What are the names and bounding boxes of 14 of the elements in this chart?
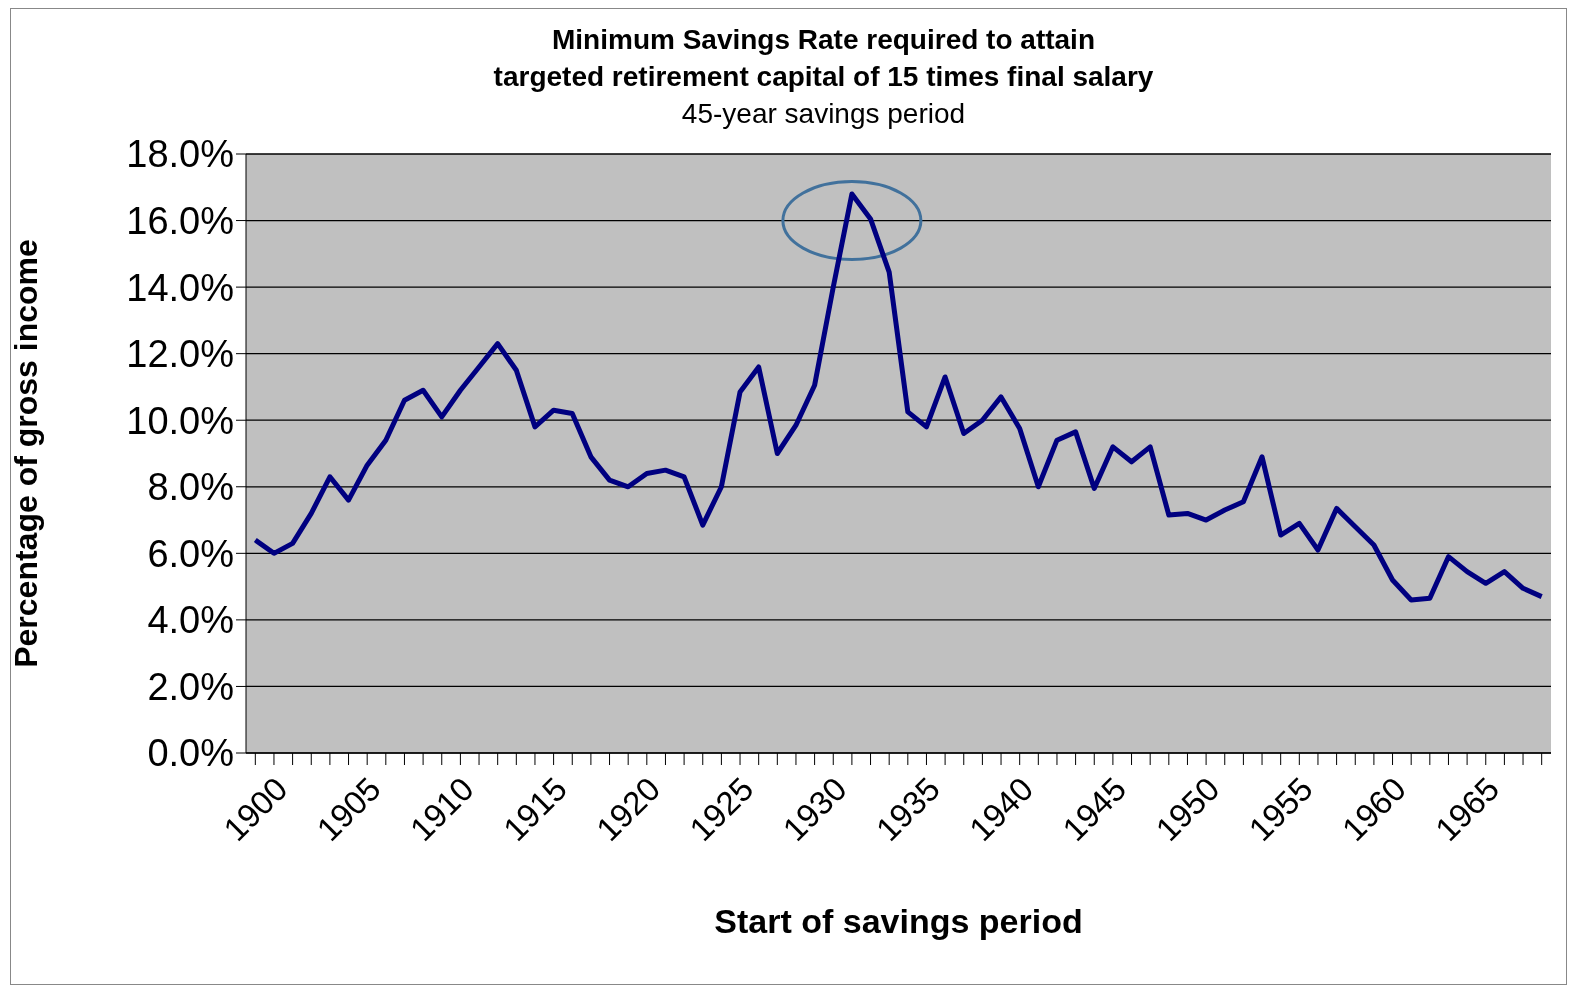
- y-tick-label: 6.0%: [147, 532, 234, 575]
- y-tick-label: 4.0%: [147, 599, 234, 642]
- chart-title: Minimum Savings Rate required to attain targeted retirement capital of 15 times final salary: [492, 23, 1155, 94]
- y-tick-label: 14.0%: [126, 266, 234, 309]
- y-tick-label: 12.0%: [126, 333, 234, 376]
- y-tick-label: 8.0%: [147, 466, 234, 509]
- y-tick-label: 16.0%: [126, 200, 234, 243]
- y-axis-title: Percentage of gross income: [8, 239, 45, 668]
- y-tick-label: 10.0%: [126, 399, 234, 442]
- y-tick-label: 18.0%: [126, 133, 234, 176]
- y-tick-label: 2.0%: [147, 665, 234, 708]
- y-tick-label: 0.0%: [147, 732, 234, 775]
- x-axis-title: Start of savings period: [714, 902, 1083, 940]
- chart-subtitle: 45-year savings period: [680, 97, 967, 131]
